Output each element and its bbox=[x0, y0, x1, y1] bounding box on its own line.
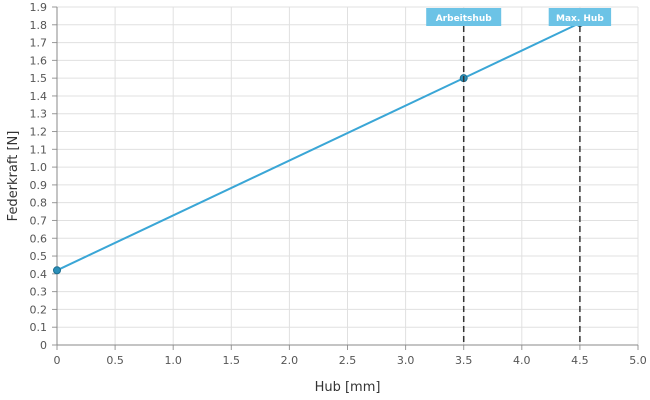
x-tick-label: 4.5 bbox=[571, 354, 589, 367]
marker-flag bbox=[548, 8, 612, 26]
axes bbox=[52, 6, 639, 350]
y-axis-title: Federkraft [N] bbox=[6, 131, 21, 222]
x-tick-labels: 0 0.5 1.0 1.5 2.0 2.5 3.0 3.5 4.0 4.5 5.0 bbox=[54, 354, 647, 367]
y-tick-label: 0.7 bbox=[30, 214, 48, 227]
x-tick-label: 2.0 bbox=[281, 354, 299, 367]
y-tick-label: 1.7 bbox=[30, 37, 48, 50]
data-point bbox=[53, 266, 61, 275]
series-group bbox=[53, 19, 584, 275]
marker-group: Arbeitshub Max. Hub bbox=[426, 8, 612, 345]
y-tick-label: 1.3 bbox=[30, 108, 48, 121]
x-tick-label: 5.0 bbox=[629, 354, 647, 367]
x-tick-label: 0.5 bbox=[106, 354, 124, 367]
x-axis-title: Hub [mm] bbox=[315, 380, 381, 395]
x-tick-label: 0 bbox=[54, 354, 61, 367]
marker-flag bbox=[426, 8, 502, 26]
x-tick-label: 4.0 bbox=[513, 354, 531, 367]
y-tick-label: 1.6 bbox=[30, 54, 48, 67]
y-tick-label: 0.8 bbox=[30, 197, 48, 210]
marker-label: Arbeitshub bbox=[436, 14, 493, 24]
y-tick-label: 1.2 bbox=[30, 126, 48, 139]
y-tick-label: 1.4 bbox=[30, 90, 48, 103]
x-tick-label: 3.0 bbox=[397, 354, 415, 367]
y-tick-label: 0.9 bbox=[30, 179, 48, 192]
y-tick-label: 0.1 bbox=[30, 321, 48, 334]
y-tick-label: 0.3 bbox=[30, 286, 48, 299]
grid bbox=[56, 6, 639, 346]
y-tick-label: 1.5 bbox=[30, 72, 48, 85]
y-tick-labels: 0 0.1 0.2 0.3 0.4 0.5 0.6 0.7 0.8 0.9 1.0 1.1 1.2 1.3… bbox=[30, 1, 48, 352]
y-tick-label: 1.8 bbox=[30, 19, 48, 32]
x-tick-label: 2.5 bbox=[339, 354, 357, 367]
marker-label: Max. Hub bbox=[556, 14, 604, 24]
y-tick-label: 1.0 bbox=[30, 161, 48, 174]
y-tick-label: 1.1 bbox=[30, 143, 48, 156]
y-tick-label: 0.2 bbox=[30, 303, 48, 316]
y-tick-label: 1.9 bbox=[30, 1, 48, 14]
y-tick-label: 0.4 bbox=[30, 268, 48, 281]
y-tick-label: 0.6 bbox=[30, 232, 48, 245]
x-tick-label: 1.5 bbox=[223, 354, 241, 367]
y-tick-label: 0.5 bbox=[30, 250, 48, 263]
y-tick-label: 0 bbox=[40, 339, 47, 352]
x-tick-label: 1.0 bbox=[164, 354, 182, 367]
x-tick-label: 3.5 bbox=[455, 354, 473, 367]
